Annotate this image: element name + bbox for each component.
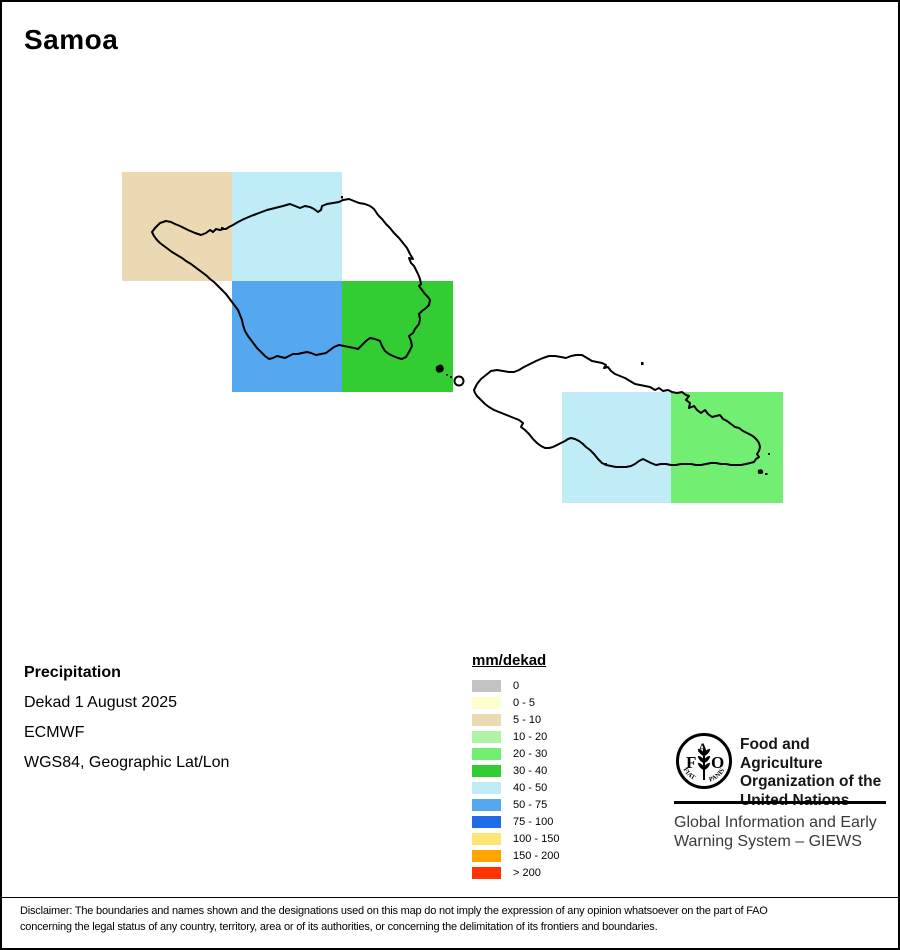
legend-item: 30 - 40: [472, 762, 559, 779]
fao-letter-a: A: [698, 740, 708, 755]
legend-swatch: [472, 679, 501, 692]
precip-cell-savaii-40-50mm: [232, 172, 342, 281]
fao-letter-f: F: [686, 753, 696, 772]
precip-cell-upolu-40-50mm: [562, 392, 671, 503]
legend-label: 75 - 100: [513, 815, 554, 828]
disclaimer-separator: [2, 897, 898, 898]
legend-label: > 200: [513, 866, 541, 879]
fao-name-line: Food and Agriculture: [740, 736, 823, 772]
legend-label: 0: [513, 679, 520, 692]
legend-swatch: [472, 781, 501, 794]
legend-item: 0: [472, 677, 559, 694]
fao-letter-o: O: [711, 753, 724, 772]
legend-label: 40 - 50: [513, 781, 548, 794]
legend-item: 40 - 50: [472, 779, 559, 796]
map-info-block: Precipitation Dekad 1 August 2025 ECMWF …: [24, 658, 229, 778]
giews-line: Warning System – GIEWS: [674, 833, 862, 850]
legend-swatch: [472, 832, 501, 845]
fao-name-line: United Nations: [740, 791, 850, 809]
legend-swatch: [472, 866, 501, 879]
legend-swatch: [472, 815, 501, 828]
disclaimer-line: Disclaimer: The boundaries and names sho…: [20, 905, 768, 917]
legend-swatch: [472, 764, 501, 777]
giews-line: Global Information and Early: [674, 814, 877, 831]
legend-item: 0 - 5: [472, 694, 559, 711]
fao-logo-icon: F A O FIAT PANIS: [676, 733, 732, 789]
legend-item: 5 - 10: [472, 711, 559, 728]
disclaimer-line: concerning the legal status of any count…: [20, 921, 658, 933]
islet-dot: [446, 374, 448, 376]
legend-swatch: [472, 713, 501, 726]
upolu-island-outline: [473, 354, 761, 468]
savaii-island-outline: [151, 198, 431, 360]
precip-cell-savaii-50-75mm: [232, 281, 342, 392]
legend-item: 10 - 20: [472, 728, 559, 745]
samoa-map: [122, 172, 783, 503]
legend-swatch: [472, 849, 501, 862]
info-source: ECMWF: [24, 724, 85, 741]
fao-name: Food and Agriculture Organization of the…: [740, 736, 888, 810]
apolima-islet: [435, 364, 444, 373]
legend-label: 0 - 5: [513, 696, 536, 709]
legend-item: 50 - 75: [472, 796, 559, 813]
islet-dot: [765, 473, 768, 475]
legend-item: 100 - 150: [472, 830, 559, 847]
info-dekad: Dekad 1 August 2025: [24, 694, 178, 711]
legend-label: 5 - 10: [513, 713, 542, 726]
legend-label: 150 - 200: [513, 849, 560, 862]
fao-separator-line: [674, 801, 886, 804]
legend-title: mm/dekad: [472, 652, 547, 669]
legend-item: 20 - 30: [472, 745, 559, 762]
legend-items: 0 0 - 5 5 - 10 10 - 20 20 - 30 30 - 40 40 - 50…: [472, 677, 559, 881]
legend-swatch: [472, 696, 501, 709]
precip-cell-upolu-20-30mm: [671, 392, 783, 503]
legend-label: 30 - 40: [513, 764, 548, 777]
precip-legend: mm/dekad 0 0 - 5 5 - 10 10 - 20 20 - 30 30 - …: [472, 652, 559, 881]
wheat-stalk-icon: [697, 748, 711, 780]
precip-cell-savaii-30-40mm: [342, 281, 453, 392]
legend-label: 50 - 75: [513, 798, 548, 811]
legend-item: > 200: [472, 864, 559, 881]
info-heading: Precipitation: [24, 664, 121, 681]
legend-label: 20 - 30: [513, 747, 548, 760]
precip-cell-savaii-5-10mm: [122, 172, 232, 281]
islet-dot: [221, 227, 224, 229]
islet-dot: [605, 463, 607, 465]
legend-label: 100 - 150: [513, 832, 560, 845]
islet-dot: [341, 196, 343, 199]
islet-dot: [450, 376, 452, 378]
legend-swatch: [472, 747, 501, 760]
nuutele-islet: [757, 469, 764, 474]
manono-islet: [453, 375, 465, 387]
legend-swatch: [472, 730, 501, 743]
page-title: Samoa: [24, 24, 119, 55]
disclaimer-text: Disclaimer: The boundaries and names sho…: [20, 903, 888, 935]
legend-item: 150 - 200: [472, 847, 559, 864]
legend-swatch: [472, 798, 501, 811]
legend-label: 10 - 20: [513, 730, 548, 743]
islet-dot: [768, 453, 770, 455]
islet-dot: [641, 362, 644, 365]
legend-item: 75 - 100: [472, 813, 559, 830]
info-projection: WGS84, Geographic Lat/Lon: [24, 754, 230, 771]
fao-name-line: Organization of the: [740, 773, 882, 790]
precip-cells-layer: [122, 172, 783, 503]
giews-label: Global Information and Early Warning Sys…: [674, 813, 877, 851]
